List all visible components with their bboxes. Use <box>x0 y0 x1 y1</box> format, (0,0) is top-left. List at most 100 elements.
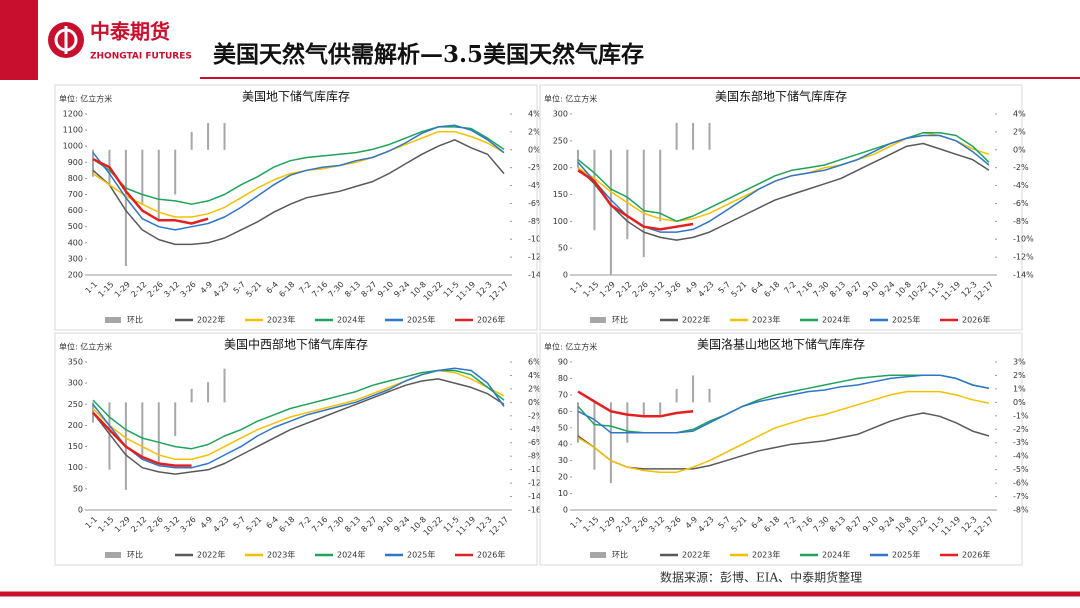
source: 数据来源：彭博、EIA、中泰期货整理 <box>660 570 862 585</box>
line <box>577 132 990 223</box>
y2-tick-label: -14% <box>528 492 549 501</box>
bar <box>577 402 579 443</box>
y2-tick-label: 6% <box>528 358 541 367</box>
legend-label: 2023年 <box>267 315 295 325</box>
chart-title: 美国中西部地下储气库库存 <box>224 337 368 352</box>
bar <box>174 402 177 436</box>
line <box>577 412 990 470</box>
legend-label: 2025年 <box>407 550 435 560</box>
legend-label: 2022年 <box>682 315 710 325</box>
side-bar <box>0 0 38 80</box>
legend-swatch <box>105 317 121 323</box>
chart-title: 美国东部地下储气库库存 <box>715 89 847 104</box>
y2-tick-label: -6% <box>1013 479 1029 488</box>
legend-label: 2026年 <box>477 315 505 325</box>
y2-tick-label: -2% <box>1013 163 1029 172</box>
y2-tick-label: -4% <box>1013 181 1029 190</box>
y-tick-label: 70 <box>558 390 568 399</box>
y-tick-label: 900 <box>68 158 83 167</box>
bar <box>675 388 678 403</box>
y2-tick-label: -10% <box>528 235 549 244</box>
unit-label: 单位: 亿立方米 <box>544 94 597 104</box>
legend-label: 2024年 <box>337 315 365 325</box>
y-tick-label: 100 <box>553 217 568 226</box>
bar <box>92 149 94 177</box>
line <box>92 157 209 225</box>
legend-label: 2023年 <box>752 550 780 560</box>
bar <box>692 122 695 150</box>
legend-label: 2024年 <box>337 550 365 560</box>
bar <box>223 368 226 403</box>
y2-tick-label: 2% <box>1013 371 1026 380</box>
bar <box>626 149 629 240</box>
y-tick-label: 250 <box>68 400 83 409</box>
panel-frame <box>539 84 1023 331</box>
bar <box>675 122 678 150</box>
chart-title: 美国洛基山地区地下储气库库存 <box>697 337 865 352</box>
bar <box>157 149 160 222</box>
legend-label: 2026年 <box>962 550 990 560</box>
y2-tick-label: -6% <box>528 199 544 208</box>
y2-tick-label: -5% <box>1013 465 1029 474</box>
y2-tick-label: 4% <box>528 110 541 119</box>
y2-tick-label: -10% <box>1013 235 1034 244</box>
y-tick-label: 200 <box>68 271 83 280</box>
y-tick-label: 200 <box>68 421 83 430</box>
y-tick-label: 50 <box>558 244 568 253</box>
y-tick-label: 50 <box>558 423 568 432</box>
legend-label: 环比 <box>612 550 628 560</box>
y2-tick-label: -8% <box>528 452 544 461</box>
unit-label: 单位: 亿立方米 <box>59 94 112 104</box>
line <box>577 142 990 241</box>
y2-tick-label: -2% <box>528 411 544 420</box>
y-tick-label: 250 <box>553 136 568 145</box>
y2-tick-label: -1% <box>1013 411 1029 420</box>
y2-tick-label: -14% <box>1013 271 1034 280</box>
y2-tick-label: 2% <box>528 127 541 136</box>
legend-swatch <box>590 552 606 558</box>
y2-tick-label: -2% <box>1013 425 1029 434</box>
legend-label: 2024年 <box>822 550 850 560</box>
y-tick-label: 10 <box>558 489 568 498</box>
bar <box>141 402 144 457</box>
chart-panel: 美国洛基山地区地下储气库库存 单位: 亿立方米 0 10 20 30 40 50 60 70 80 9… <box>539 332 1029 566</box>
line <box>577 169 694 231</box>
legend-label: 2023年 <box>267 550 295 560</box>
y-tick-label: 0 <box>563 506 568 515</box>
y-tick-label: 150 <box>553 190 568 199</box>
unit-label: 单位: 亿立方米 <box>544 342 597 352</box>
y-tick-label: 50 <box>73 484 83 493</box>
line <box>577 390 694 418</box>
y2-tick-label: 3% <box>1013 358 1026 367</box>
legend-label: 2025年 <box>407 315 435 325</box>
line <box>577 374 990 434</box>
y2-tick-label: 4% <box>1013 110 1026 119</box>
legend-label: 环比 <box>127 315 143 325</box>
y2-tick-label: 0% <box>1013 398 1026 407</box>
y2-tick-label: 4% <box>528 371 541 380</box>
legend-label: 2022年 <box>197 315 225 325</box>
y-tick-label: 300 <box>553 110 568 119</box>
y2-tick-label: 0% <box>528 145 541 154</box>
legend-label: 2024年 <box>822 315 850 325</box>
chart-panel: 美国地下储气库库存 单位: 亿立方米 200 300 400 500 600 700 800 90… <box>54 84 549 331</box>
y-tick-label: 30 <box>558 456 568 465</box>
y-tick-label: 800 <box>68 174 83 183</box>
line <box>92 367 505 469</box>
line <box>92 378 505 475</box>
line <box>92 124 505 231</box>
y-tick-label: 60 <box>558 407 568 416</box>
bar <box>708 388 711 403</box>
legend-label: 2025年 <box>892 315 920 325</box>
y2-tick-label: 0% <box>1013 145 1026 154</box>
y-tick-label: 1100 <box>63 126 83 135</box>
legend-label: 环比 <box>127 550 143 560</box>
y-tick-label: 500 <box>68 222 83 231</box>
y2-tick-label: -2% <box>528 163 544 172</box>
y-tick-label: 40 <box>558 440 568 449</box>
bar <box>642 149 645 258</box>
bar <box>124 149 127 267</box>
legend-label: 环比 <box>612 315 628 325</box>
y2-tick-label: -4% <box>1013 452 1029 461</box>
y-tick-label: 80 <box>558 374 568 383</box>
